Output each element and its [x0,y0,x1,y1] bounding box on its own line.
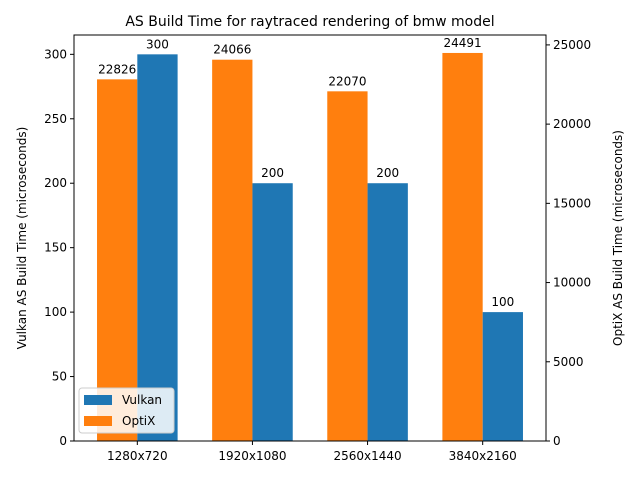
y-axis-right: 0 5000 10000 15000 20000 25000 [546,38,591,448]
y-left-tick-label: 300 [44,47,67,61]
y-axis-left: 0 50 100 150 200 250 300 [44,47,74,448]
x-axis: 1280x720 1920x1080 2560x1440 3840x2160 [107,441,517,463]
bar-optix-1280x720 [97,79,138,442]
bar-vulkan-1920x1080 [252,183,293,441]
y-right-tick-label: 0 [553,434,561,448]
bar-label-optix-1920x1080: 24066 [213,43,251,57]
bar-labels: 22826 300 24066 200 22070 200 24491 100 [98,36,514,309]
y-left-tick-label: 0 [59,434,67,448]
bar-vulkan-2560x1440 [367,183,408,441]
bar-label-optix-1280x720: 22826 [98,62,136,76]
bar-label-vulkan-3840x2160: 100 [491,295,514,309]
bar-vulkan-3840x2160 [482,312,523,441]
x-tick-label-3840x2160: 3840x2160 [449,449,517,463]
bar-label-vulkan-2560x1440: 200 [376,166,399,180]
y-left-tick-label: 150 [44,241,67,255]
y-left-tick-label: 250 [44,112,67,126]
y-left-tick-label: 100 [44,305,67,319]
plot-frame [73,34,547,442]
bar-optix-1920x1080 [212,59,253,441]
y-left-tick-label: 200 [44,176,67,190]
bar-label-optix-2560x1440: 22070 [328,74,366,88]
bar-optix-2560x1440 [327,91,368,441]
y-right-tick-label: 15000 [553,196,591,210]
bar-label-vulkan-1920x1080: 200 [261,166,284,180]
chart-title: AS Build Time for raytraced rendering of… [125,14,494,30]
legend-label-vulkan: Vulkan [122,393,162,407]
y-right-tick-label: 10000 [553,276,591,290]
legend: Vulkan OptiX [78,387,175,434]
bar-vulkan-1280x720 [137,54,178,441]
x-tick-label-2560x1440: 2560x1440 [333,449,401,463]
y-axis-left-label: Vulkan AS Build Time (microseconds) [15,127,29,350]
y-right-tick-label: 20000 [553,117,591,131]
bars [97,52,523,442]
bar-optix-3840x2160 [442,52,483,442]
legend-swatch-vulkan [84,395,112,405]
x-tick-label-1920x1080: 1920x1080 [218,449,286,463]
legend-label-optix: OptiX [122,414,155,428]
y-axis-right-label: OptiX AS Build Time (microseconds) [611,130,625,346]
y-left-tick-label: 50 [52,370,67,384]
bar-label-vulkan-1280x720: 300 [146,37,169,51]
legend-swatch-optix [84,416,112,426]
y-right-tick-label: 25000 [553,38,591,52]
bar-label-optix-3840x2160: 24491 [443,36,481,50]
y-right-tick-label: 5000 [553,355,584,369]
x-tick-label-1280x720: 1280x720 [107,449,168,463]
